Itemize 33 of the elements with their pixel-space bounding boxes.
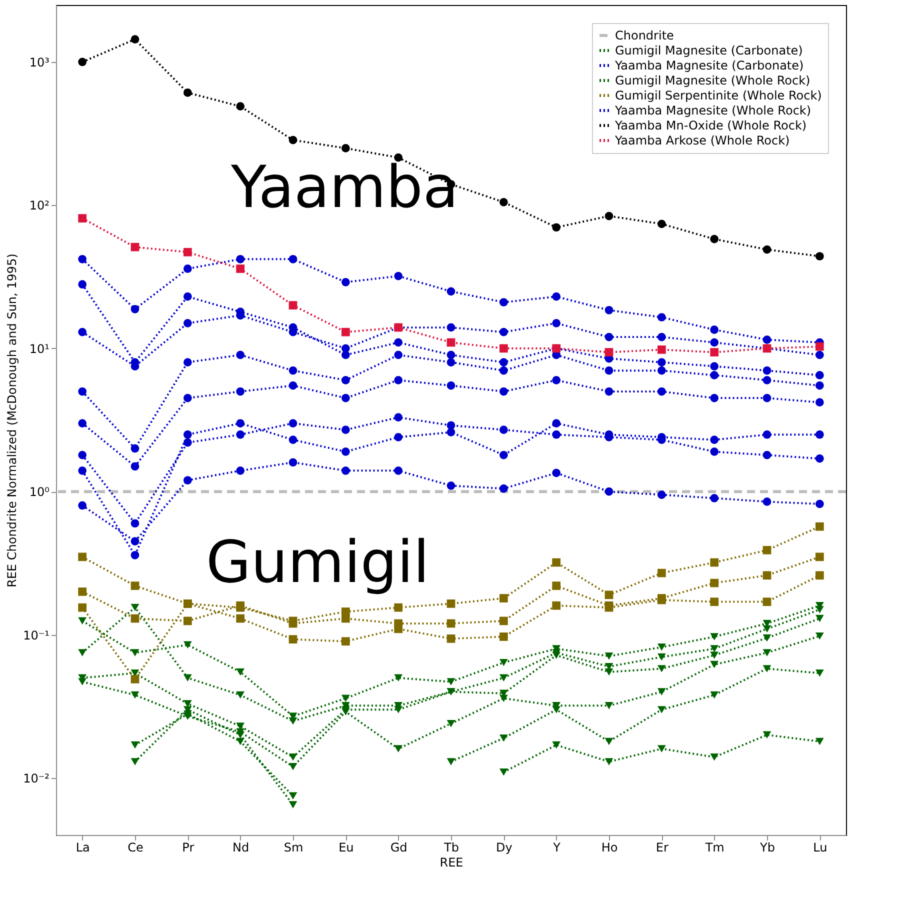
x-tick-label: Dy	[496, 840, 512, 854]
x-tick-label: Er	[656, 840, 668, 854]
x-tick-label: Lu	[813, 840, 828, 854]
x-tick-label: Yb	[759, 840, 775, 854]
legend-label: Yaamba Arkose (Whole Rock)	[614, 134, 790, 148]
x-tick-label: Pr	[182, 840, 194, 854]
x-axis-title: REE	[440, 856, 464, 870]
y-tick-label: 10²	[29, 198, 50, 213]
x-tick-label: Sm	[284, 840, 304, 854]
legend-label: Yaamba Magnesite (Whole Rock)	[614, 104, 812, 118]
legend-label: Chondrite	[615, 28, 674, 42]
legend-label: Yaamba Mn-Oxide (Whole Rock)	[614, 118, 807, 132]
y-tick-label: 10⁻¹	[23, 628, 50, 642]
x-tick-label: Eu	[338, 840, 354, 854]
legend-label: Gumigil Magnesite (Carbonate)	[615, 44, 803, 58]
x-tick-label: Gd	[390, 840, 408, 854]
x-tick-label: Nd	[232, 840, 250, 854]
legend-label: Gumigil Magnesite (Whole Rock)	[615, 74, 810, 88]
y-tick-label: 10³	[29, 55, 50, 70]
legend-label: Yaamba Magnesite (Carbonate)	[614, 58, 804, 72]
x-tick-label: Ce	[128, 840, 144, 854]
annotation: Gumigil	[206, 528, 430, 596]
x-tick-label: Y	[552, 840, 562, 854]
y-tick-label: 10¹	[29, 342, 50, 356]
y-axis-title: REE Chondrite Normalized (McDonough and Sun, 1995)	[5, 254, 20, 588]
x-tick-label: La	[76, 840, 90, 854]
annotation: Yaamba	[230, 153, 458, 221]
y-tick-label: 10⁻²	[23, 772, 50, 786]
x-tick-label: Tb	[443, 840, 459, 854]
legend-label: Gumigil Serpentinite (Whole Rock)	[615, 88, 822, 102]
y-tick-label: 10⁰	[29, 485, 50, 500]
x-tick-label: Tm	[704, 840, 724, 854]
x-tick-label: Ho	[601, 840, 618, 854]
